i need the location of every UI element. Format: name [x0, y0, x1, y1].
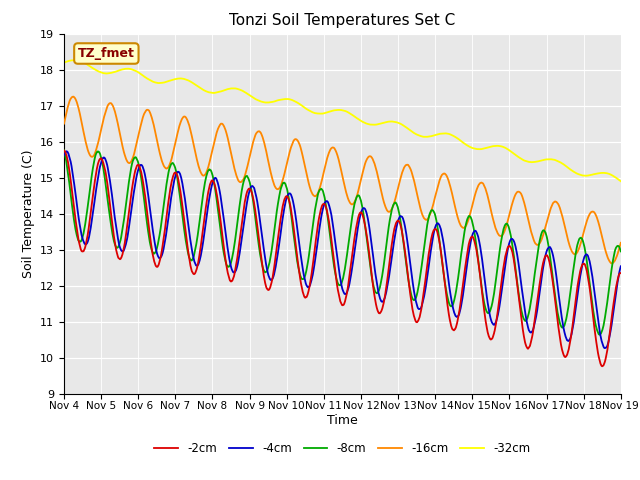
-8cm	[499, 231, 506, 237]
-16cm	[608, 261, 616, 266]
-4cm	[499, 281, 506, 287]
-4cm	[601, 345, 609, 351]
Line: -4cm: -4cm	[64, 151, 621, 348]
-32cm	[316, 111, 324, 117]
-32cm	[331, 108, 339, 113]
-4cm	[331, 238, 339, 243]
-4cm	[89, 212, 97, 217]
-16cm	[601, 246, 609, 252]
X-axis label: Time: Time	[327, 414, 358, 427]
Line: -8cm: -8cm	[64, 150, 621, 335]
-2cm	[601, 360, 609, 365]
-32cm	[71, 57, 79, 63]
-32cm	[499, 144, 506, 150]
-4cm	[601, 345, 609, 351]
-2cm	[331, 265, 339, 271]
-2cm	[617, 270, 625, 276]
-16cm	[69, 94, 77, 99]
-8cm	[331, 268, 339, 274]
-32cm	[601, 170, 609, 176]
Line: -32cm: -32cm	[64, 60, 621, 181]
-8cm	[316, 187, 324, 192]
-16cm	[601, 245, 609, 251]
-8cm	[617, 249, 625, 254]
-32cm	[89, 65, 97, 71]
-8cm	[60, 147, 68, 153]
-16cm	[60, 121, 68, 127]
-2cm	[499, 272, 506, 278]
-2cm	[316, 210, 324, 216]
-16cm	[499, 232, 506, 238]
-4cm	[602, 345, 609, 351]
-2cm	[601, 359, 609, 364]
-32cm	[617, 179, 625, 184]
Line: -16cm: -16cm	[64, 96, 621, 264]
Title: Tonzi Soil Temperatures Set C: Tonzi Soil Temperatures Set C	[229, 13, 456, 28]
-16cm	[316, 183, 324, 189]
-32cm	[60, 60, 68, 65]
-4cm	[316, 220, 324, 226]
-32cm	[601, 170, 609, 176]
-4cm	[617, 264, 625, 269]
-8cm	[601, 316, 609, 322]
-16cm	[617, 240, 625, 246]
Legend: -2cm, -4cm, -8cm, -16cm, -32cm: -2cm, -4cm, -8cm, -16cm, -32cm	[150, 437, 535, 460]
-4cm	[63, 148, 70, 154]
-8cm	[88, 168, 96, 174]
-16cm	[89, 154, 97, 159]
-8cm	[601, 315, 609, 321]
-2cm	[88, 197, 96, 203]
-4cm	[60, 153, 68, 158]
-2cm	[60, 148, 68, 154]
-2cm	[598, 363, 606, 369]
-8cm	[596, 332, 604, 337]
Line: -2cm: -2cm	[64, 151, 621, 366]
Y-axis label: Soil Temperature (C): Soil Temperature (C)	[22, 149, 35, 278]
-16cm	[331, 146, 339, 152]
Text: TZ_fmet: TZ_fmet	[78, 47, 135, 60]
